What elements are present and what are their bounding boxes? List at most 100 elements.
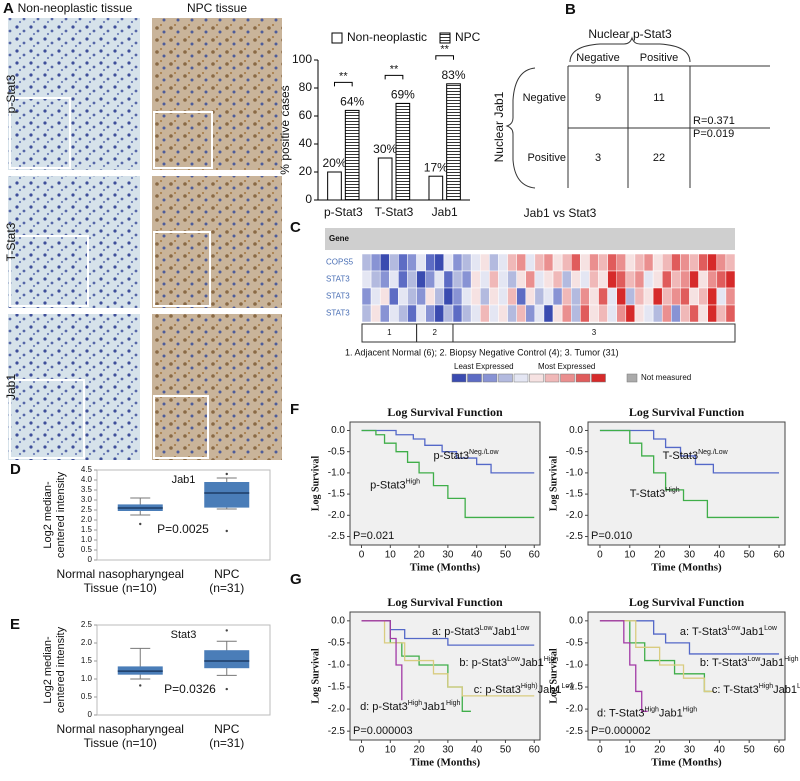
heat-cell [689,253,699,272]
series-label: a: p-Stat3LowJab1Low [432,625,530,638]
x-axis-label: Time (Months) [651,757,722,769]
y-tick-label: -2.0 [566,704,584,715]
heat-cell [607,270,617,289]
heat-cell [370,287,381,306]
table-cell: 22 [653,152,665,164]
row-label: Jab1 [4,374,18,400]
heat-cell [534,253,545,272]
caption: 1. Adjacent Normal (6); 2. Biopsy Negati… [345,347,619,357]
heat-cell [725,287,736,306]
heat-cell [498,287,508,306]
header-label: Gene [329,234,350,243]
significance-bracket [333,81,353,87]
heat-cell [525,304,536,323]
y-tick-label: -2.5 [328,531,346,542]
heat-cell [689,270,699,289]
heat-cell [607,287,617,306]
gene-label: STAT3 [326,309,350,318]
heat-cell [480,304,490,323]
series-label: b: p-Stat3LowJab1High [459,657,558,670]
x-tick-label: 50 [744,550,756,561]
panel-label: F [290,401,299,418]
heat-cell [489,304,499,323]
x-tick-label: 10 [624,550,636,561]
value-label: 30% [373,142,397,156]
heat-cell [580,253,590,272]
heat-cell [698,304,708,323]
heat-cell [634,287,645,306]
heat-cell [598,304,608,323]
y-axis-label: % positive cases [278,85,292,174]
heat-cell [671,270,681,289]
heat-cell [398,253,408,272]
series-label-part: High [665,487,680,494]
series-label-part: Jab1 [760,657,784,669]
column-header: Positive [640,52,679,64]
group-box [452,323,736,343]
box-title: Jab1 [172,474,196,486]
row-label: T-Stat3 [4,222,18,261]
heat-cell [507,287,517,306]
y-axis-label: Log Survival [548,648,559,704]
series-label-part: High [784,657,799,664]
y-tick-label: 0.0 [331,615,345,626]
annotation: P=0.010 [591,530,632,542]
legend-swatch [498,373,513,383]
y-tick-label: -1.0 [566,468,584,479]
survival-curve [599,429,780,474]
heat-cell [552,253,563,272]
table-grid [567,65,770,188]
group-label: 1 [387,328,392,337]
plot-area [349,421,541,546]
heat-cell [480,253,490,272]
series-label-part: Low [764,625,778,632]
significance: ** [390,63,399,75]
table-cell: 9 [595,92,601,104]
heat-cell [480,287,490,306]
heat-cell [361,304,372,323]
legend-swatch [544,373,560,383]
heat-cell [570,287,581,306]
x-tick-label: 30 [442,550,454,561]
x-tick-label: Normal nasopharyngeal [57,722,184,736]
y-tick-label: 0.0 [569,425,583,436]
inset [153,111,213,169]
y-tick-label: 20 [299,164,313,178]
heat-cell [643,304,654,323]
survival-curve [599,620,714,693]
y-tick-label: 80 [299,80,313,94]
heat-cell [707,287,718,306]
annotation: P=0.000003 [353,725,413,737]
annotation: P=0.0025 [157,522,209,536]
series-label: b: T-Stat3LowJab1High [700,657,799,670]
gene-label: STAT3 [326,275,350,284]
value-label: 69% [391,88,415,102]
box [204,482,250,508]
heat-cell [461,304,472,323]
x-tick-label: p-Stat3 [324,205,363,219]
y-tick-label: -1.5 [566,682,584,693]
significance-bracket [384,74,404,80]
heat-cell [661,253,672,272]
panel-label: D [10,461,21,478]
heat-cell [598,253,608,272]
x-tick-label: 0 [597,745,603,756]
series-label-part: High [644,707,659,714]
series-label-part: Low [797,683,800,690]
series-label-part: High [759,683,774,690]
y-tick-label: 60 [299,108,313,122]
heat-cell [671,304,681,323]
y-tick-label: -2.0 [328,704,346,715]
series-label: c: T-Stat3HighJab1Low [712,683,800,696]
survival-curve [361,620,403,701]
heat-cell [389,287,399,306]
y-tick-label: -2.5 [328,726,346,737]
heat-cell [634,304,645,323]
panel-label: B [565,1,576,18]
y-tick-label: -0.5 [566,446,584,457]
series-label-part: Low [480,625,494,632]
heat-cell [361,253,372,272]
annotation: P=0.0326 [164,682,216,696]
heat-cell [716,304,727,323]
